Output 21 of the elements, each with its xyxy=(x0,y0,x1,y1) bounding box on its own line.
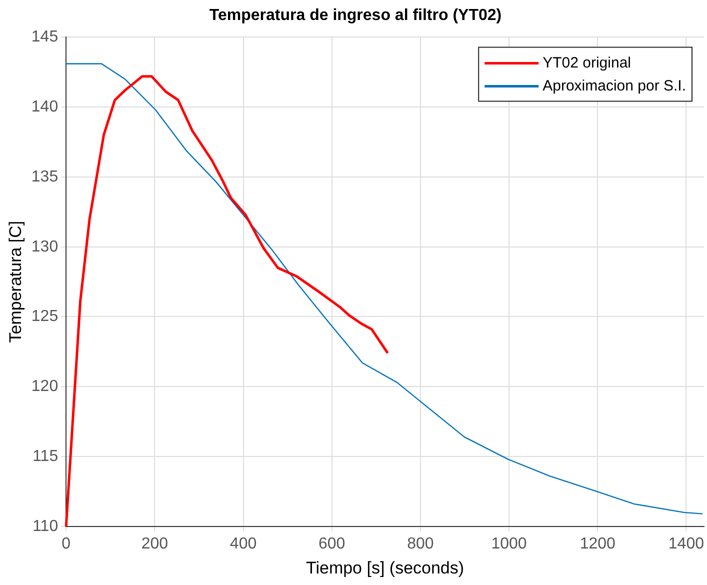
y-tick-label: 125 xyxy=(31,308,58,326)
y-axis-title: Temperatura [C] xyxy=(6,220,25,343)
x-tick-label: 200 xyxy=(141,535,168,552)
y-tick-label: 110 xyxy=(32,518,58,535)
y-tick-label: 145 xyxy=(31,28,58,46)
chart-title: Temperatura de ingreso al filtro (YT02) xyxy=(209,7,502,24)
x-tick-label: 1200 xyxy=(580,535,616,552)
y-tick-label: 130 xyxy=(31,238,58,256)
x-axis-title: Tiempo [s] (seconds) xyxy=(306,558,464,578)
x-tick-label: 0 xyxy=(62,535,71,552)
y-tick-label: 115 xyxy=(32,448,58,465)
x-tick-label: 600 xyxy=(318,535,346,552)
x-tick-label: 1000 xyxy=(491,535,527,552)
y-tick-label: 135 xyxy=(31,168,58,186)
y-tick-label: 140 xyxy=(31,98,58,116)
x-tick-label: 1400 xyxy=(668,535,704,552)
x-tick-label: 400 xyxy=(230,535,257,552)
y-tick-label: 120 xyxy=(31,378,58,396)
legend-label: YT02 original xyxy=(542,54,631,72)
x-tick-label: 800 xyxy=(407,535,434,552)
legend-label: Aproximacion por S.I. xyxy=(542,77,686,94)
